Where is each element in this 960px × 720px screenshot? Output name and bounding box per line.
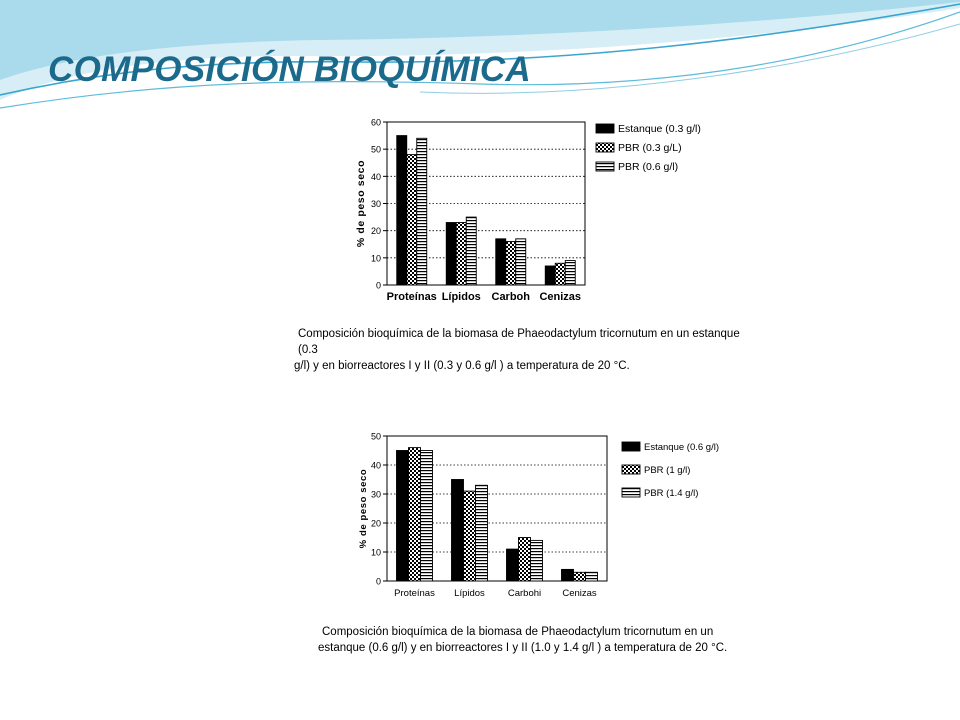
x-category-label: Proteínas: [387, 291, 437, 303]
y-tick-label: 20: [371, 226, 381, 236]
chart-1: 0 10 20 30 40 50 60 % de peso seco Proteínas Lípi…: [355, 118, 701, 304]
legend-swatch: [621, 464, 641, 475]
y-tick-label: 20: [371, 519, 381, 529]
bar-carboh-series-1: [495, 238, 507, 286]
legend-label: PBR (0.3 g/L): [618, 142, 682, 154]
bar-cenizas-series-3: [564, 260, 576, 286]
legend-label: Estanque (0.3 g/l): [618, 123, 701, 135]
chart-2: 0 10 20 30 40 50 % de peso seco Proteínas Lípido…: [358, 432, 719, 600]
slide-title: COMPOSICIÓN BIOQUÍMICA: [48, 50, 531, 89]
chart-1-caption-line-1: Composición bioquímica de la biomasa de …: [298, 328, 740, 356]
x-category-label: Cenizas: [539, 291, 581, 303]
bar-cenizas-series-3: [585, 571, 598, 582]
x-category-label: Lípidos: [454, 588, 485, 599]
y-tick-label: 40: [371, 461, 381, 471]
y-tick-label: 0: [376, 577, 381, 587]
legend-swatch: [621, 487, 641, 498]
bar-cenizas-series-1: [561, 568, 574, 582]
bar-lípidos-series-2: [463, 490, 476, 582]
bar-lípidos-series-3: [465, 216, 477, 286]
bar-cenizas-series-2: [573, 571, 586, 582]
x-category-label: Cenizas: [562, 588, 597, 599]
y-tick-label: 10: [371, 253, 381, 263]
bar-lípidos-series-1: [451, 479, 464, 582]
bar-carboh-series-2: [505, 241, 517, 286]
x-category-label: Carboh: [492, 291, 531, 303]
x-category-label: Proteínas: [394, 588, 435, 599]
plot-frame: [386, 435, 608, 582]
y-tick-label: 0: [376, 281, 381, 291]
bar-carbohi-series-1: [506, 548, 519, 582]
legend-swatch: [621, 441, 641, 452]
legend-label: Estanque (0.6 g/l): [644, 442, 719, 453]
banner-wave-line3: [419, 23, 960, 94]
bar-cenizas-series-1: [544, 265, 556, 286]
chart-1-caption: Composición bioquímica de la biomasa de …: [294, 326, 754, 374]
legend-label: PBR (1 g/l): [644, 465, 690, 476]
bar-proteínas-series-2: [408, 447, 421, 582]
bar-proteínas-series-3: [416, 137, 428, 286]
y-tick-label: 10: [371, 548, 381, 558]
y-tick-label: 30: [371, 199, 381, 209]
chart-2-caption-line-2: estanque (0.6 g/l) y en biorreactores I …: [318, 642, 728, 654]
bar-carbohi-series-3: [530, 539, 543, 582]
legend-label: PBR (1.4 g/l): [644, 488, 698, 499]
y-tick-label: 30: [371, 490, 381, 500]
banner-wave-mid: [0, 0, 960, 80]
header-wave-banner: [0, 0, 960, 109]
x-category-label: Carbohi: [508, 588, 541, 599]
legend-swatch: [595, 123, 615, 134]
y-axis-label: % de peso seco: [355, 160, 367, 247]
y-tick-label: 60: [371, 118, 381, 128]
banner-wave-line1: [0, 3, 960, 96]
bar-proteínas-series-1: [396, 450, 409, 582]
y-tick-label: 50: [371, 432, 381, 442]
bar-proteínas-series-2: [406, 154, 418, 286]
banner-wave-line2: [0, 11, 960, 109]
bar-carbohi-series-2: [518, 537, 531, 582]
bar-carboh-series-3: [515, 238, 527, 286]
chart-2-caption-line-1: Composición bioquímica de la biomasa de …: [322, 626, 714, 638]
chart-2-caption: Composición bioquímica de la biomasa de …: [318, 624, 738, 656]
y-tick-label: 40: [371, 172, 381, 182]
legend-swatch: [595, 142, 615, 153]
y-tick-label: 50: [371, 145, 381, 155]
y-axis-label: % de peso seco: [358, 469, 369, 549]
bar-lípidos-series-1: [445, 222, 457, 286]
bar-lípidos-series-3: [475, 484, 488, 582]
chart-1-caption-line-2: g/l) y en biorreactores I y II (0.3 y 0.…: [294, 360, 630, 372]
legend-swatch: [595, 161, 615, 172]
bar-lípidos-series-2: [455, 222, 467, 286]
bar-proteínas-series-3: [420, 450, 433, 582]
bar-cenizas-series-2: [554, 262, 566, 286]
bar-proteínas-series-1: [396, 135, 408, 286]
legend-label: PBR (0.6 g/l): [618, 161, 678, 173]
x-category-label: Lípidos: [442, 291, 481, 303]
plot-frame: [386, 121, 586, 286]
